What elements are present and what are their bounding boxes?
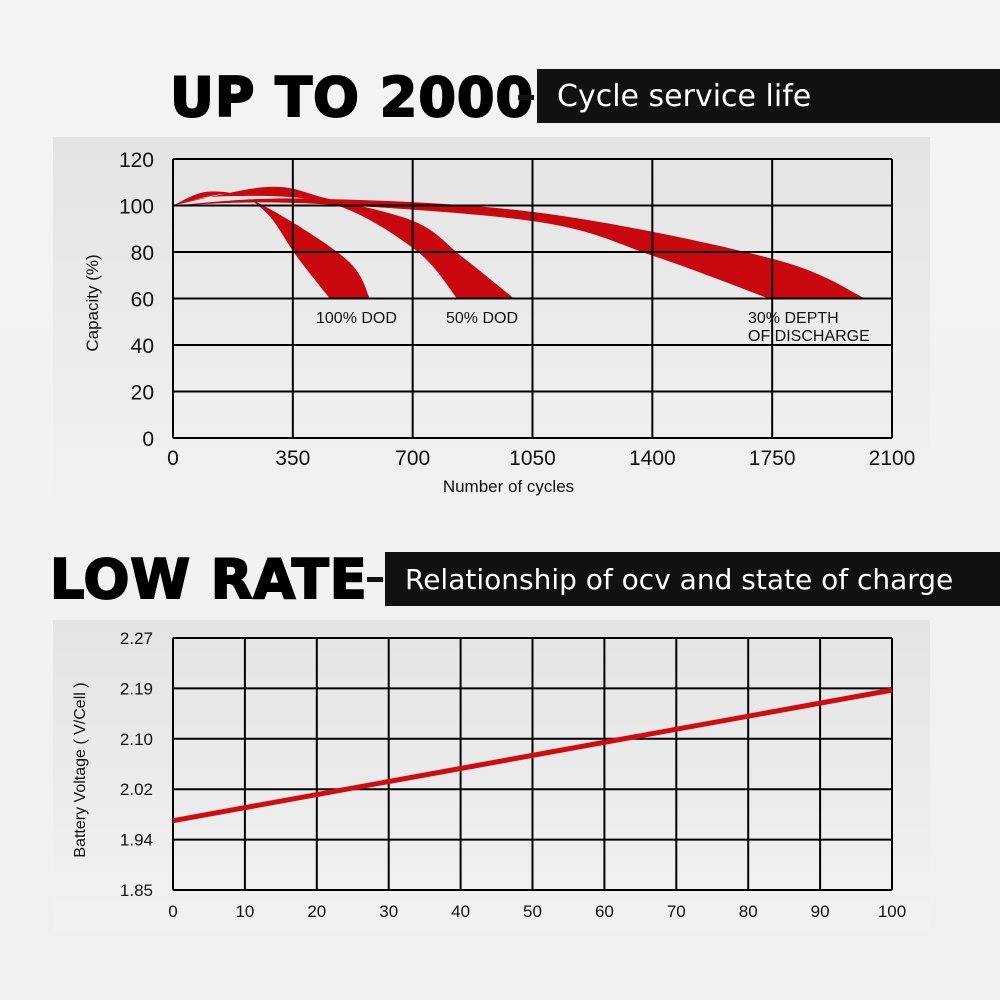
x-tick-label: 30 [379,902,398,921]
y-tick-label: 20 [131,382,154,405]
y-tick-label: 60 [131,289,154,312]
x-tick-label: 20 [307,902,326,921]
x-tick-label: 1400 [629,447,676,470]
x-tick-label: 40 [451,902,470,921]
headline-top: UP TO 2000 [169,65,535,130]
y-tick-label: 1.94 [120,831,153,850]
chart-panel-bottom [53,620,930,930]
y-tick-label: 120 [119,149,154,172]
x-tick-label: 1050 [509,447,556,470]
x-tick-label: 0 [167,447,179,470]
chart-panel-top [53,137,930,515]
y-tick-label: 2.19 [120,679,153,698]
banner-top: Cycle service life [537,69,1000,123]
series-label: 50% DOD [446,310,518,327]
x-axis-label: Number of cycles [443,477,574,496]
dash [518,95,534,100]
x-tick-label: 2100 [869,447,916,470]
y-axis-label: Battery Voltage ( V/Cell ) [72,682,89,857]
series-label: 30% DEPTH [748,310,839,327]
y-tick-label: 2.10 [120,730,153,749]
dash [367,577,383,582]
banner-bottom: Relationship of ocv and state of charge [385,552,1000,606]
y-tick-label: 80 [131,242,154,265]
series-label: 100% DOD [316,310,397,327]
headline-bottom: LOW RATE [49,547,368,612]
x-tick-label: 80 [739,902,758,921]
series-label: OF DISCHARGE [748,328,870,345]
y-tick-label: 2.02 [120,780,153,799]
capacity-band-2 [173,198,866,299]
x-tick-label: 700 [395,447,430,470]
voltage-line [172,687,893,824]
y-tick-label: 100 [119,196,154,219]
y-tick-label: 1.85 [120,881,153,900]
x-tick-label: 0 [168,902,177,921]
capacity-band-0 [173,191,370,299]
x-tick-label: 50 [523,902,542,921]
x-tick-label: 10 [235,902,254,921]
capacity-band-1 [173,186,515,299]
y-tick-label: 0 [142,428,154,451]
y-tick-label: 40 [131,335,154,358]
x-tick-label: 100 [878,902,906,921]
y-axis-label: Capacity (%) [83,254,102,351]
x-tick-label: 350 [275,447,310,470]
y-tick-label: 2.27 [120,629,153,648]
x-tick-label: 90 [811,902,830,921]
x-tick-label: 70 [667,902,686,921]
x-tick-label: 1750 [749,447,796,470]
x-tick-label: 60 [595,902,614,921]
